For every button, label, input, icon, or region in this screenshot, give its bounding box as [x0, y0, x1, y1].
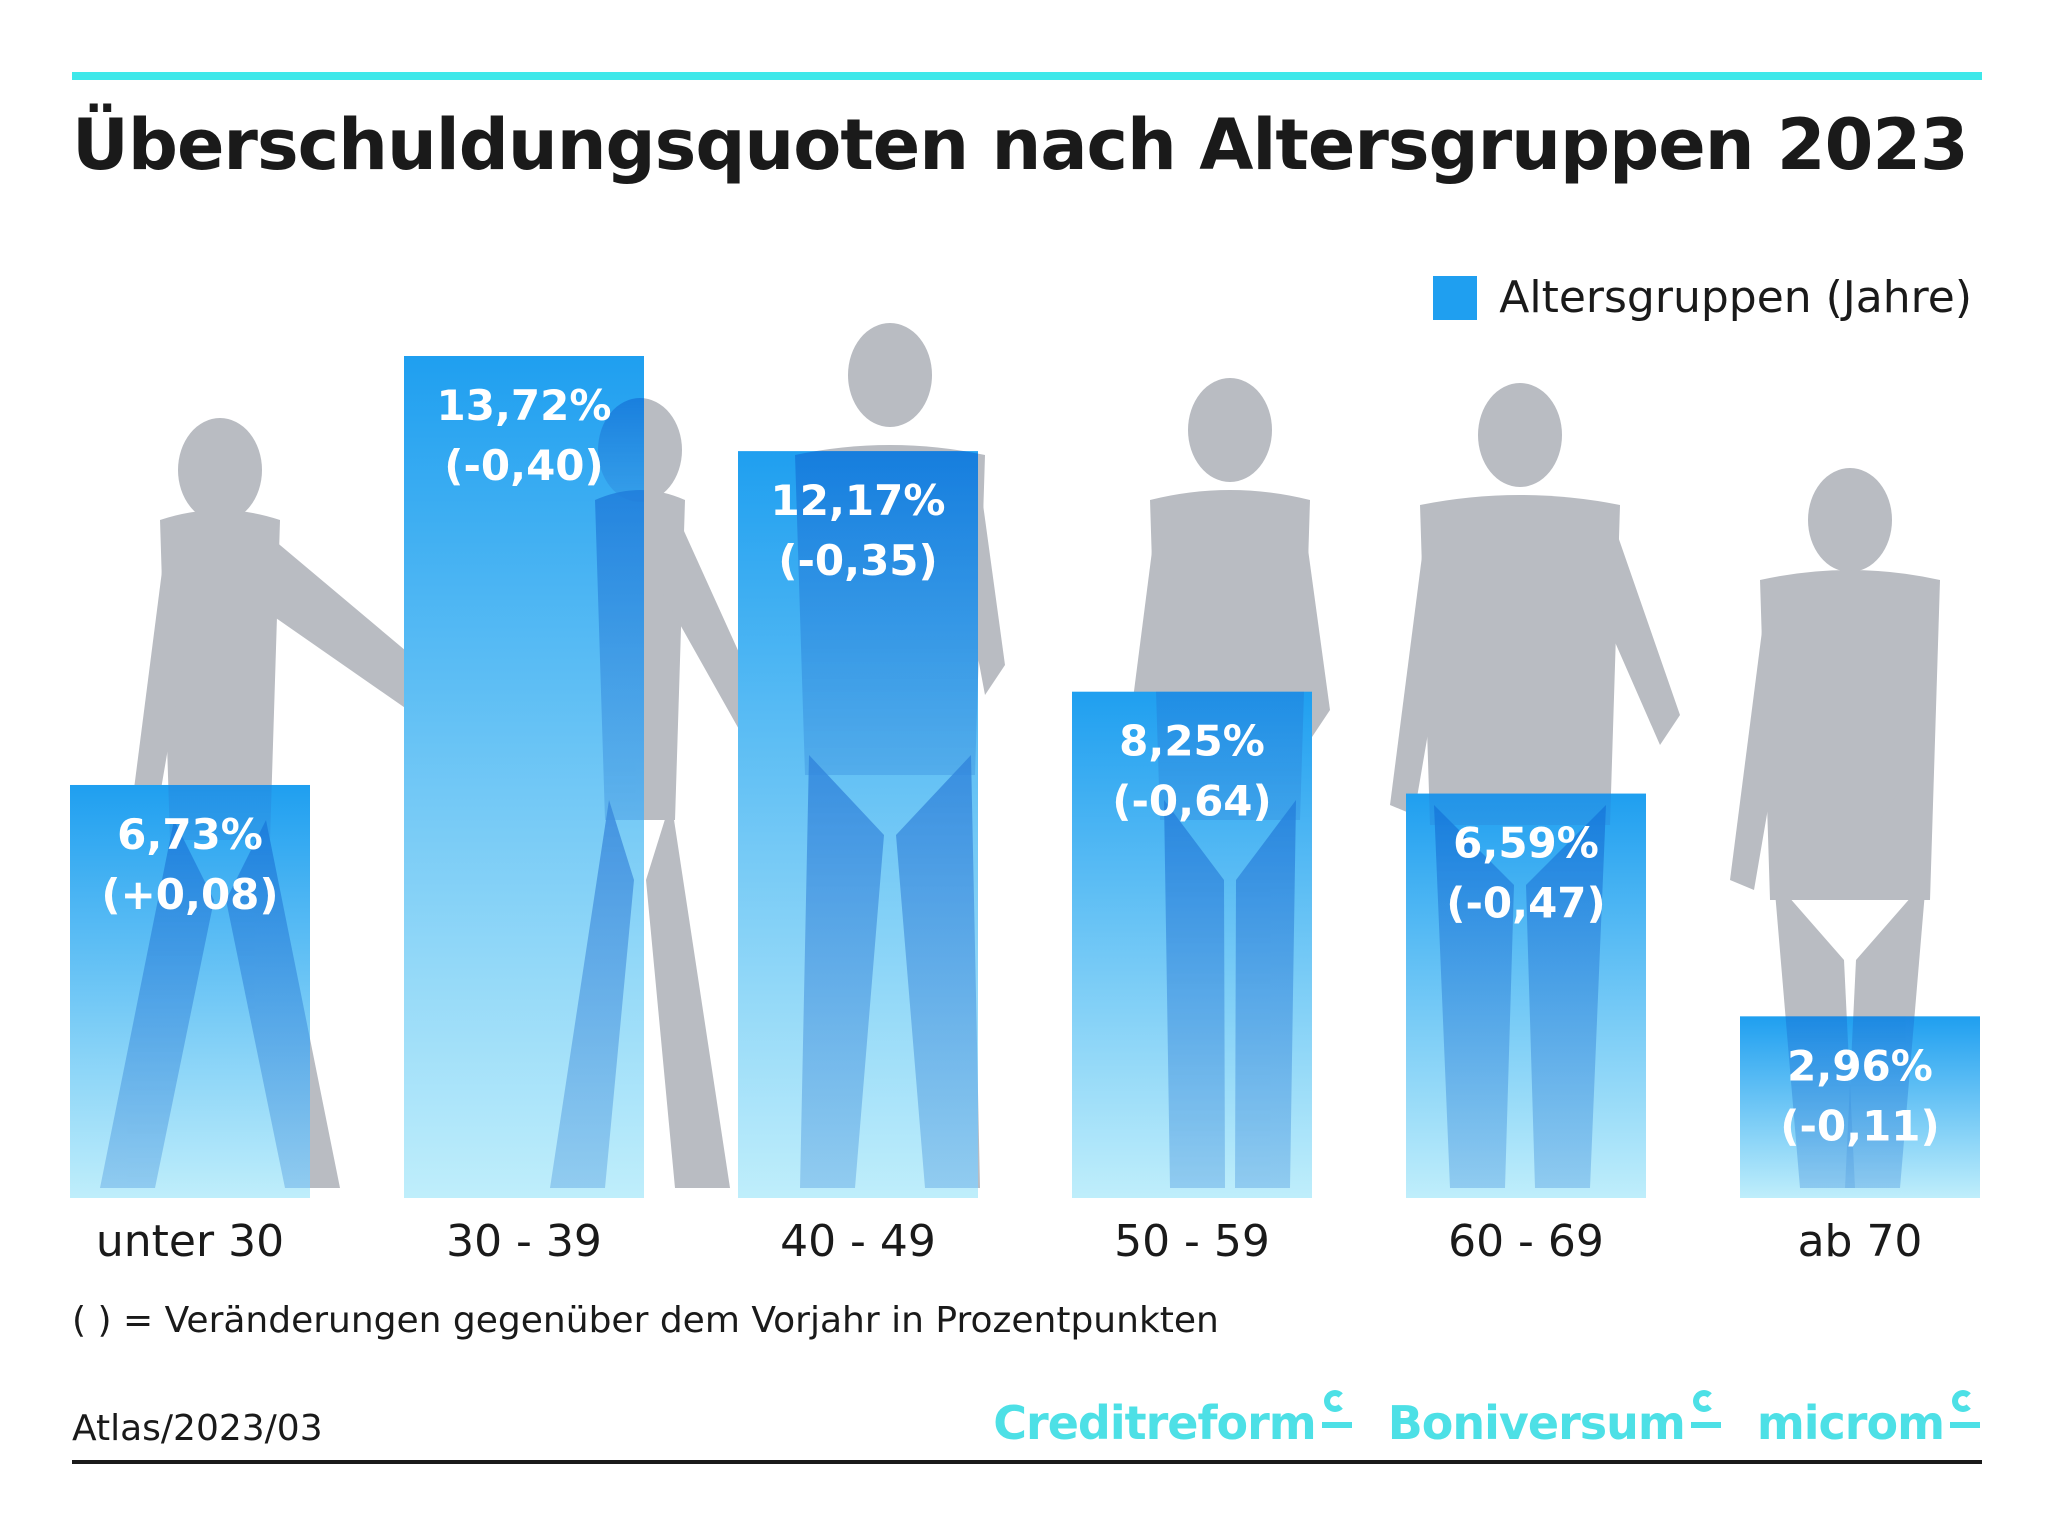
legend-swatch [1433, 275, 1478, 320]
x-tick-label: 30 - 39 [446, 1216, 602, 1267]
bar-chart: 6,73% (+0,08) 13,72% (-0,40) 12,17% (-0,35) 8,… [70, 323, 1980, 1267]
change-label: (-0,35) [778, 536, 937, 585]
brand-mark-icon [1948, 1390, 1982, 1430]
chart-title: Überschuldungsquoten nach Altersgruppen … [72, 104, 1969, 186]
brand-mark-icon [1320, 1390, 1354, 1430]
people-silhouettes [100, 323, 1940, 1188]
footnote: ( ) = Veränderungen gegenüber dem Vorjah… [72, 1300, 1219, 1341]
value-label: 8,25% [1119, 717, 1265, 766]
bar-silhouette-overlap [1785, 1016, 1915, 1188]
brand-creditreform: Creditreform [993, 1390, 1353, 1450]
brand-mark-icon [1689, 1390, 1723, 1430]
change-label: (-0,64) [1112, 777, 1271, 826]
x-tick-label: 40 - 49 [780, 1216, 936, 1267]
x-tick-label: 50 - 59 [1114, 1216, 1270, 1267]
brand-microm: microm [1756, 1390, 1982, 1450]
bar-silhouette-overlap [1155, 691, 1305, 1188]
bar-labels: 6,73% (+0,08) 13,72% (-0,40) 12,17% (-0,35) 8,… [101, 381, 1939, 1150]
legend: Altersgruppen (Jahre) [1433, 272, 1972, 323]
brand-name: Creditreform [993, 1396, 1316, 1450]
bar-silhouette-overlap [550, 398, 644, 1188]
change-label: (-0,47) [1446, 879, 1605, 928]
value-label: 6,73% [117, 810, 263, 859]
change-label: (-0,11) [1780, 1101, 1939, 1150]
x-tick-labels: unter 30 30 - 39 40 - 49 50 - 59 60 - 69 ab 7… [96, 1216, 1923, 1267]
brand-name: microm [1756, 1396, 1945, 1450]
bottom-rule [72, 1460, 1982, 1464]
x-tick-label: unter 30 [96, 1216, 284, 1267]
top-accent-rule [72, 72, 1982, 80]
legend-label: Altersgruppen (Jahre) [1499, 272, 1972, 323]
bar-silhouette-overlap [100, 784, 310, 1188]
brand-boniversum: Boniversum [1387, 1390, 1723, 1450]
change-label: (+0,08) [101, 870, 278, 919]
brand-logos: Creditreform Boniversum microm [993, 1390, 1982, 1450]
bars [70, 356, 1980, 1198]
bar-silhouette-overlap [795, 451, 978, 1188]
source-label: Atlas/2023/03 [72, 1408, 323, 1449]
value-label: 2,96% [1787, 1041, 1933, 1090]
change-label: (-0,40) [444, 441, 603, 490]
value-label: 13,72% [437, 381, 612, 430]
value-label: 12,17% [771, 476, 946, 525]
value-label: 6,59% [1453, 819, 1599, 868]
x-tick-label: ab 70 [1798, 1216, 1923, 1267]
x-tick-label: 60 - 69 [1448, 1216, 1604, 1267]
bar-silhouette-overlap [1429, 793, 1611, 1188]
brand-name: Boniversum [1387, 1396, 1686, 1450]
